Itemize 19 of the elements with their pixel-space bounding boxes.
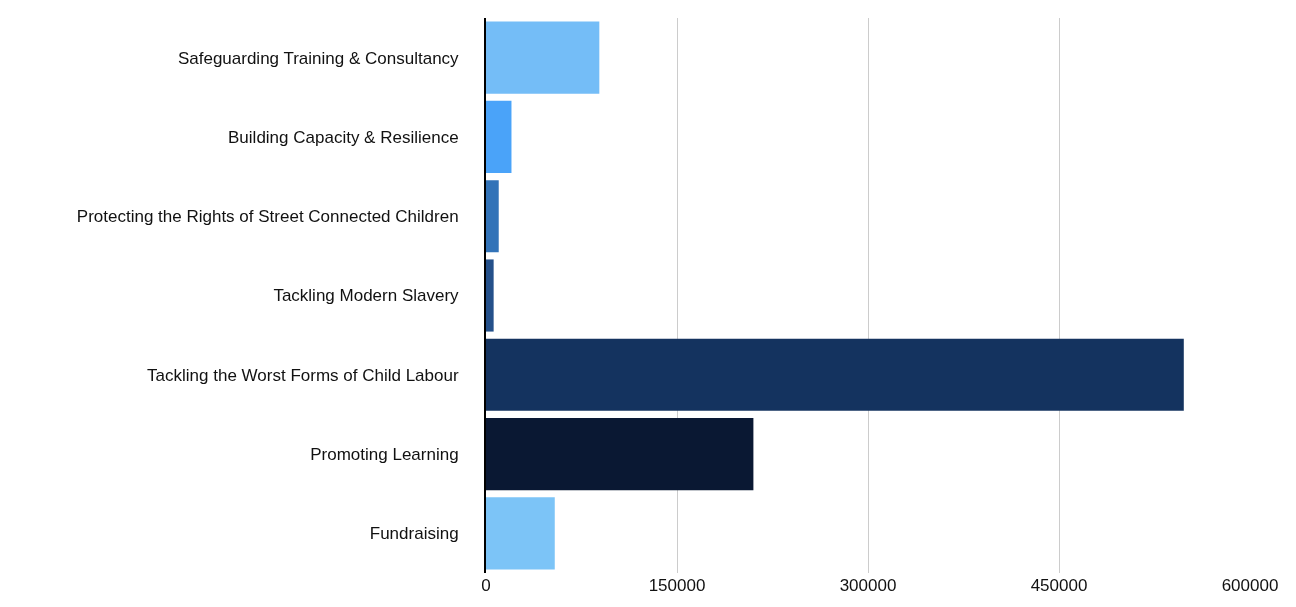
x-tick-label: 300000 xyxy=(839,576,897,595)
bar xyxy=(486,21,600,94)
x-tick-label: 0 xyxy=(481,576,491,595)
bar xyxy=(486,180,499,253)
x-tick-label: 150000 xyxy=(648,576,706,595)
y-tick-label: Protecting the Rights of Street Connected Children xyxy=(76,207,459,227)
y-tick-label: Building Capacity & Resilience xyxy=(228,127,459,147)
y-tick-label: Promoting Learning xyxy=(310,445,459,465)
y-tick-label: Tackling Modern Slavery xyxy=(273,286,460,306)
x-tick-label: 600000 xyxy=(1221,576,1279,595)
bar xyxy=(486,497,555,570)
bar xyxy=(486,338,1184,411)
bar xyxy=(486,100,512,173)
x-tick-label: 450000 xyxy=(1030,576,1088,595)
bar xyxy=(486,259,494,332)
y-tick-label: Safeguarding Training & Consultancy xyxy=(177,48,460,68)
y-tick-label: Fundraising xyxy=(369,524,459,544)
bar xyxy=(486,418,754,491)
y-tick-label: Tackling the Worst Forms of Child Labour xyxy=(147,365,459,385)
